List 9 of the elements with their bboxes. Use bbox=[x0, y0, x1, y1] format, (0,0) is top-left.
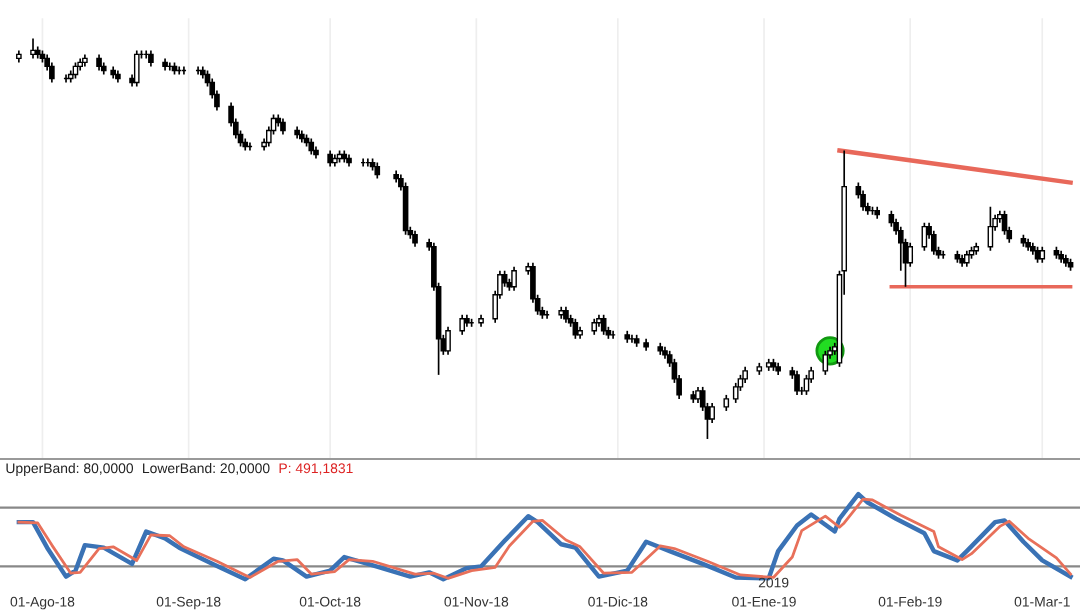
candlestick bbox=[930, 229, 937, 256]
candlestick bbox=[803, 374, 810, 396]
candlestick bbox=[794, 370, 800, 396]
candlestick bbox=[445, 325, 451, 356]
candlestick bbox=[822, 350, 829, 376]
candlestick bbox=[511, 265, 517, 292]
candlestick bbox=[860, 189, 866, 212]
candlestick bbox=[732, 382, 739, 404]
candlestick bbox=[49, 61, 55, 84]
